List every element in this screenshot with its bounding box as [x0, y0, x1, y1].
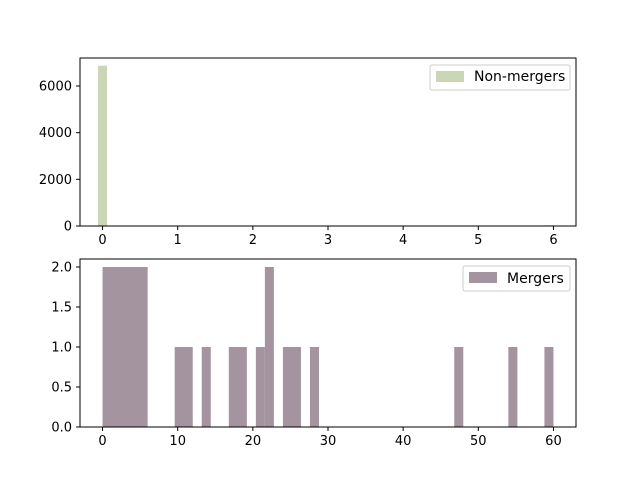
- bottom-x-tick-label: 30: [320, 434, 337, 449]
- top-legend-label: Non-mergers: [474, 69, 565, 85]
- bottom-histogram-bar: [201, 347, 211, 427]
- top-histogram-bar: [98, 65, 108, 226]
- bottom-histogram-bar: [174, 347, 193, 427]
- bottom-histogram-bar: [454, 347, 464, 427]
- top-y-tick-label: 4000: [39, 126, 72, 141]
- bottom-x-tick-label: 10: [169, 434, 186, 449]
- bottom-histogram-bars: [102, 267, 554, 427]
- top-y-tick-label: 2000: [39, 173, 72, 188]
- bottom-x-tick-label: 20: [245, 434, 262, 449]
- bottom-histogram-bar: [309, 347, 319, 427]
- top-x-tick-label: 2: [249, 233, 257, 248]
- bottom-y-tick-label: 0.5: [51, 381, 72, 396]
- top-y-tick-label: 0: [64, 220, 72, 235]
- top-y-ticks: 0 2000 4000 6000: [39, 80, 80, 235]
- bottom-histogram-bar: [544, 347, 554, 427]
- top-y-tick-label: 6000: [39, 80, 72, 95]
- bottom-legend: Mergers: [462, 265, 571, 292]
- top-x-tick-label: 4: [399, 233, 407, 248]
- bottom-legend-label: Mergers: [507, 271, 564, 287]
- bottom-y-ticks: 0.0 0.5 1.0 1.5 2.0: [51, 261, 80, 436]
- top-legend-swatch: [436, 71, 464, 82]
- bottom-x-tick-label: 0: [98, 434, 106, 449]
- bottom-histogram-bar: [255, 347, 265, 427]
- top-histogram-axes: 0 1 2 3 4 5 6 0 2000 4000 6000 Non-mergers: [39, 57, 577, 248]
- bottom-histogram-bar: [264, 267, 274, 427]
- top-x-tick-label: 5: [474, 233, 482, 248]
- bottom-histogram-axes: 0 10 20 30 40 50 60 0.0 0.5 1.0 1.5 2.0 Mergers: [51, 258, 577, 449]
- bottom-x-tick-label: 50: [470, 434, 487, 449]
- bottom-y-tick-label: 1.5: [51, 301, 72, 316]
- top-legend-box: [429, 64, 571, 91]
- bottom-y-tick-label: 0.0: [51, 421, 72, 436]
- bottom-y-tick-label: 2.0: [51, 261, 72, 276]
- bottom-y-tick-label: 1.0: [51, 341, 72, 356]
- top-x-tick-label: 3: [324, 233, 332, 248]
- top-x-tick-label: 0: [98, 233, 106, 248]
- bottom-histogram-bar: [282, 347, 301, 427]
- bottom-histogram-bar: [508, 347, 518, 427]
- top-legend: Non-mergers: [429, 64, 571, 91]
- top-x-tick-label: 6: [549, 233, 557, 248]
- bottom-legend-swatch: [469, 272, 497, 283]
- bottom-x-tick-label: 40: [395, 434, 412, 449]
- bottom-x-ticks: 0 10 20 30 40 50 60: [98, 427, 562, 449]
- top-x-ticks: 0 1 2 3 4 5 6: [98, 226, 558, 248]
- bottom-histogram-bar: [102, 267, 148, 427]
- bottom-histogram-bar: [228, 347, 247, 427]
- bottom-x-tick-label: 60: [545, 434, 562, 449]
- top-x-tick-label: 1: [174, 233, 182, 248]
